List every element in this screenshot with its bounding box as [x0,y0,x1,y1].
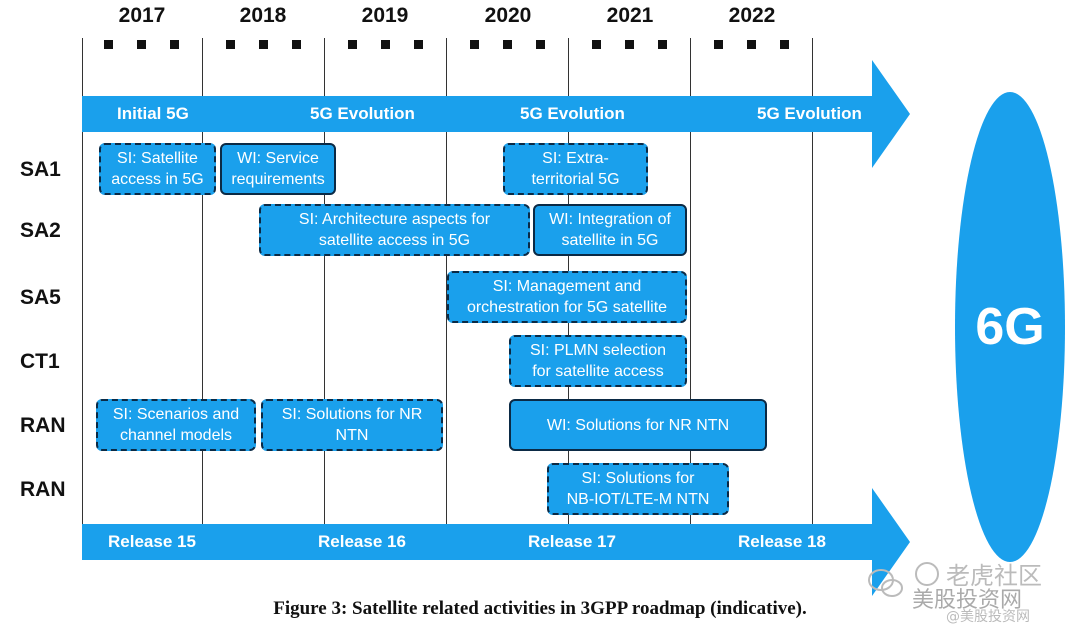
activity-sa1-wi-service: WI: Service requirements [220,143,336,195]
6g-label: 6G [975,298,1045,356]
band-label-5g-evolution: 5G Evolution [520,104,625,123]
year-label: 2021 [606,4,654,27]
year-divider [324,38,325,526]
activity-ran-si-nbiot: SI: Solutions for NB-IOT/LTE-M NTN [547,463,729,515]
6g-oval: 6G [955,92,1065,562]
quarter-markers [714,40,789,49]
activity-sa1-si-extra-territorial: SI: Extra- territorial 5G [503,143,648,195]
row-label-ct1: CT1 [20,350,60,373]
row-label-sa5: SA5 [20,286,61,309]
year-divider [82,38,83,526]
activity-sa5-si-management: SI: Management and orchestration for 5G … [447,271,687,323]
activity-sa1-si-satellite: SI: Satellite access in 5G [99,143,216,195]
activity-sa2-si-architecture: SI: Architecture aspects for satellite a… [259,204,530,256]
activity-ct1-si-plmn: SI: PLMN selection for satellite access [509,335,687,387]
quarter-markers [592,40,667,49]
quarter-markers [104,40,179,49]
band-label-5g-evolution: 5G Evolution [310,104,415,123]
tiger-logo-icon [915,562,939,586]
release-label: Release 15 [108,532,196,551]
activity-ran-wi-solutions: WI: Solutions for NR NTN [509,399,767,451]
release-arrow [82,488,910,596]
evolution-arrow [82,60,910,168]
watermark-site: 美股投资网 [912,588,1023,613]
watermark-community: 老虎社区 [946,562,1042,590]
row-label-ran: RAN [20,414,66,437]
quarter-markers [348,40,423,49]
release-label: Release 18 [738,532,826,551]
band-label-initial-5g: Initial 5G [117,104,189,123]
year-label: 2018 [239,4,287,27]
watermark-handle: @美股投资网 [946,609,1030,625]
year-label: 2020 [484,4,532,27]
year-label: 2022 [728,4,776,27]
year-divider [202,38,203,526]
figure-caption: Figure 3: Satellite related activities i… [273,598,807,619]
year-divider [812,38,813,526]
row-label-sa1: SA1 [20,158,61,181]
year-label: 2019 [361,4,409,27]
quarter-markers [226,40,301,49]
wechat-icon [868,569,903,597]
activity-ran-si-solutions: SI: Solutions for NR NTN [261,399,443,451]
activity-sa2-wi-integration: WI: Integration of satellite in 5G [533,204,687,256]
release-label: Release 17 [528,532,616,551]
year-label: 2017 [118,4,166,27]
row-label-ran: RAN [20,478,66,501]
year-divider [690,38,691,526]
activity-ran-si-scenarios: SI: Scenarios and channel models [96,399,256,451]
band-label-5g-evolution: 5G Evolution [757,104,862,123]
row-label-sa2: SA2 [20,219,61,242]
release-label: Release 16 [318,532,406,551]
year-divider [446,38,447,526]
quarter-markers [470,40,545,49]
